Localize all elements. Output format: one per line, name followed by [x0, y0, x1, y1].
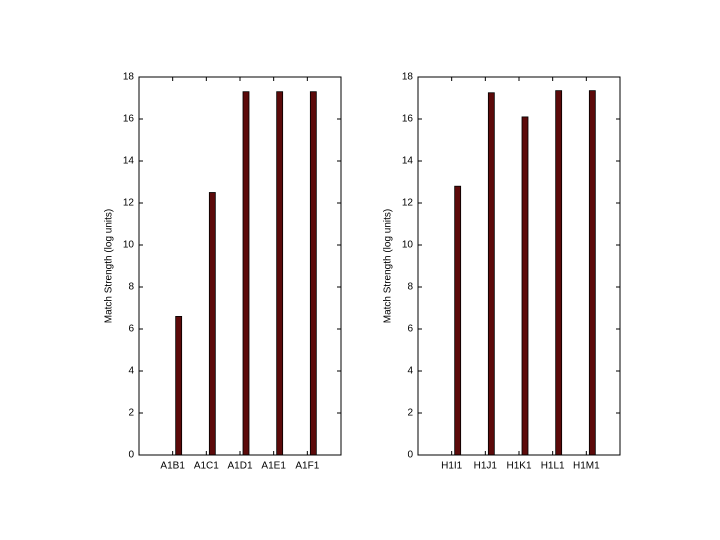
y-tick-label: 18: [402, 72, 414, 83]
y-tick-label: 12: [402, 198, 414, 209]
bar: [242, 91, 250, 456]
x-tick-label: H1L1: [541, 461, 565, 472]
bar: [487, 92, 495, 456]
y-tick-label: 18: [123, 72, 135, 83]
bar: [175, 315, 183, 456]
y-tick-label: 2: [128, 408, 134, 419]
x-tick-label: H1I1: [441, 461, 463, 472]
y-tick-label: 6: [407, 324, 413, 335]
y-tick-label: 6: [128, 324, 134, 335]
bar: [309, 91, 317, 456]
x-tick-label: H1K1: [506, 461, 531, 472]
bar: [276, 91, 284, 456]
bar: [521, 116, 529, 456]
y-tick-label: 2: [407, 408, 413, 419]
bar: [208, 192, 216, 456]
x-tick-label: A1E1: [261, 461, 286, 472]
y-tick-label: 8: [128, 282, 134, 293]
axes-box: [138, 76, 342, 456]
y-tick-label: 14: [123, 156, 135, 167]
y-axis-label: Match Strength (log units): [104, 209, 115, 324]
bar: [454, 185, 462, 456]
y-tick-label: 16: [123, 114, 135, 125]
y-axis-label: Match Strength (log units): [383, 209, 394, 324]
x-tick-label: A1C1: [194, 461, 219, 472]
y-tick-label: 10: [123, 240, 135, 251]
y-tick-label: 4: [128, 366, 134, 377]
y-tick-label: 8: [407, 282, 413, 293]
bar: [588, 90, 596, 456]
y-tick-label: 10: [402, 240, 414, 251]
x-tick-label: A1D1: [227, 461, 252, 472]
x-tick-label: A1B1: [160, 461, 185, 472]
y-tick-label: 12: [123, 198, 135, 209]
y-tick-label: 4: [407, 366, 413, 377]
bar: [555, 90, 563, 456]
axes-box: [417, 76, 621, 456]
x-tick-label: A1F1: [295, 461, 319, 472]
y-tick-label: 0: [407, 450, 413, 461]
y-tick-label: 0: [128, 450, 134, 461]
x-tick-label: H1M1: [573, 461, 600, 472]
y-tick-label: 14: [402, 156, 414, 167]
x-tick-label: H1J1: [474, 461, 498, 472]
y-tick-label: 16: [402, 114, 414, 125]
